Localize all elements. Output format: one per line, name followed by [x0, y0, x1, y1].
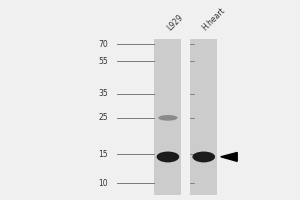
Text: 10: 10: [99, 179, 108, 188]
Ellipse shape: [192, 152, 215, 162]
Bar: [190, 39, 217, 195]
Text: 35: 35: [98, 89, 108, 98]
Text: H.heart: H.heart: [201, 6, 227, 33]
Text: 55: 55: [98, 57, 108, 66]
Bar: [154, 39, 182, 195]
Text: 70: 70: [98, 40, 108, 49]
Ellipse shape: [158, 115, 178, 121]
Polygon shape: [221, 152, 237, 161]
Text: 25: 25: [99, 113, 108, 122]
Text: L929: L929: [165, 13, 184, 33]
Text: 15: 15: [99, 150, 108, 159]
Ellipse shape: [157, 152, 179, 162]
